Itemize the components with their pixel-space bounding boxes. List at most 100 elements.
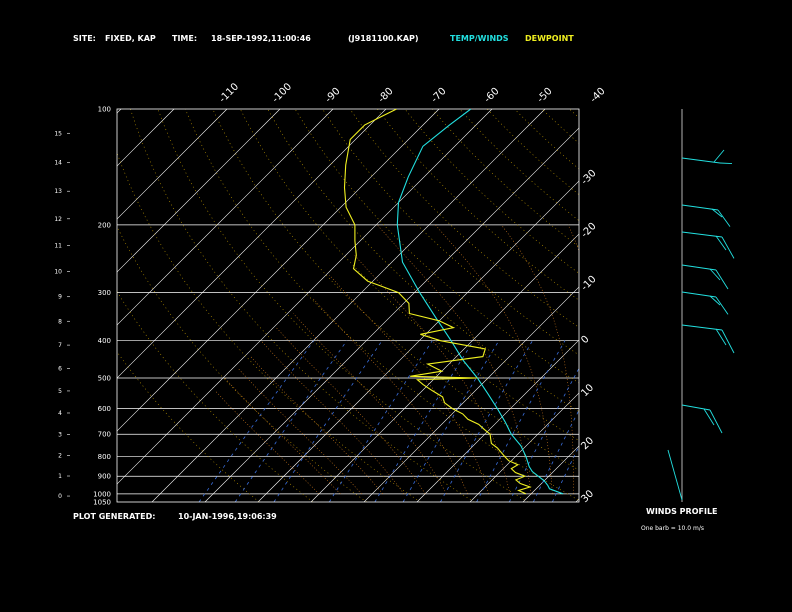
isotherm-line	[0, 109, 15, 502]
plot-grid	[0, 109, 792, 502]
isotherm-line	[469, 392, 579, 502]
isotherm-top-label: -110	[217, 81, 241, 105]
file-id: (J9181100.KAP)	[348, 34, 419, 43]
height-tick-label: 1	[58, 473, 62, 480]
wind-barb-shaft	[681, 264, 717, 271]
time-value: 18-SEP-1992,11:00:46	[211, 34, 311, 43]
wind-barb-flag	[709, 409, 723, 434]
isotherm-line	[0, 109, 68, 502]
legend-dewpoint: DEWPOINT	[525, 34, 574, 43]
wind-barb-flag	[715, 328, 727, 346]
dry-adiabat-line	[459, 109, 579, 222]
moist-adiabat-line	[250, 356, 384, 494]
dry-adiabat-line	[117, 152, 421, 502]
isotherm-line	[117, 109, 493, 485]
wind-barb-flag	[719, 162, 733, 165]
isotherm-line	[682, 109, 792, 502]
wind-barb-flag	[715, 296, 729, 315]
pressure-tick-label: 300	[98, 289, 111, 297]
pressure-tick-label: 1000	[93, 490, 111, 498]
legend-temp-winds: TEMP/WINDS	[450, 34, 509, 43]
time-label: TIME:	[172, 34, 197, 43]
isotherm-top-label: -80	[376, 86, 395, 105]
plot-generated-value: 10-JAN-1996,19:06:39	[178, 512, 277, 521]
pressure-tick-label: 500	[98, 374, 111, 382]
wind-barb-shaft	[681, 231, 723, 238]
isotherm-right-label: 0	[579, 334, 591, 346]
isotherm-top-label: -90	[323, 86, 342, 105]
height-tick-label: 6	[58, 365, 62, 372]
isotherm-line	[117, 109, 334, 326]
height-tick-label: 14	[54, 160, 62, 167]
isotherm-right-label: -10	[579, 274, 598, 293]
moist-adiabat-line	[237, 367, 362, 495]
isotherm-right-label: -30	[579, 168, 598, 187]
mixing-ratio-line	[440, 340, 533, 502]
isotherm-line	[522, 445, 579, 502]
isotherm-line	[117, 109, 122, 114]
pressure-tick-label: 600	[98, 405, 111, 413]
moist-adiabat-line	[276, 327, 426, 494]
pressure-tick-label: 700	[98, 431, 111, 439]
dry-adiabat-line	[117, 290, 314, 502]
dry-adiabat-line	[597, 109, 792, 502]
moist-adiabat-line	[293, 313, 447, 494]
wind-barb-surface	[667, 449, 683, 501]
height-tick-label: 11	[54, 243, 62, 250]
height-tick-label: 3	[58, 432, 62, 439]
isotherm-right-label: -20	[579, 221, 598, 240]
height-tick-label: 5	[58, 388, 62, 395]
dry-adiabat-line	[514, 109, 579, 170]
dry-adiabat-line	[157, 109, 529, 502]
moist-adiabat-line	[567, 224, 579, 252]
dry-adiabat-line	[267, 109, 579, 412]
wind-barb-flag	[721, 329, 735, 354]
isotherm-line	[151, 109, 546, 502]
temperature-profile-line	[396, 109, 564, 495]
mixing-ratio-line	[402, 340, 500, 502]
site-label: SITE:	[73, 34, 96, 43]
pressure-tick-label: 100	[98, 106, 111, 114]
height-tick-label: 0	[58, 493, 62, 500]
isotherm-line	[117, 109, 281, 273]
dry-adiabat-line	[239, 109, 579, 441]
plot-border	[116, 108, 580, 503]
dry-adiabat-line	[117, 226, 367, 502]
height-tick-label: 9	[58, 294, 62, 301]
wind-barb-flag	[717, 209, 731, 227]
wind-barb-shaft	[681, 404, 711, 411]
height-tick-label: 8	[58, 318, 62, 325]
wind-barb-flag	[709, 268, 721, 281]
height-tick-label: 12	[54, 216, 62, 223]
isotherm-top-label: -70	[429, 86, 448, 105]
site-value: FIXED, KAP	[105, 34, 156, 43]
pressure-tick-label: 200	[98, 221, 111, 229]
dry-adiabat-line	[349, 109, 579, 328]
sounding-profiles	[343, 109, 564, 495]
isotherm-top-label: -40	[588, 86, 607, 105]
dry-adiabat-line	[185, 109, 579, 501]
height-tick-label: 4	[58, 410, 62, 417]
dry-adiabat-line	[212, 109, 579, 471]
isotherm-line	[257, 180, 579, 502]
dry-adiabat-line	[117, 351, 260, 502]
isotherm-line	[204, 127, 579, 502]
dry-adiabat-line	[569, 109, 579, 119]
height-tick-label: 2	[58, 452, 62, 459]
dewpoint-profile-line	[343, 109, 532, 495]
mixing-ratio-line	[476, 340, 566, 502]
height-tick-label: 7	[58, 342, 62, 349]
winds-barb-note: One barb = 10.0 m/s	[641, 525, 704, 532]
mixing-ratio-line	[234, 340, 348, 502]
plot-frame	[116, 108, 580, 503]
pressure-tick-label: 400	[98, 337, 111, 345]
dry-adiabat-line	[624, 109, 792, 502]
pressure-tick-label: 1050	[93, 499, 111, 507]
dry-adiabat-line	[486, 109, 579, 196]
wind-barb-flag	[715, 269, 729, 290]
wind-barb-flag	[715, 235, 727, 251]
isotherm-top-label: -60	[482, 86, 501, 105]
mixing-ratio-line	[532, 409, 579, 502]
moist-adiabat-line	[377, 224, 532, 494]
isotherm-right-label: 10	[579, 382, 596, 399]
